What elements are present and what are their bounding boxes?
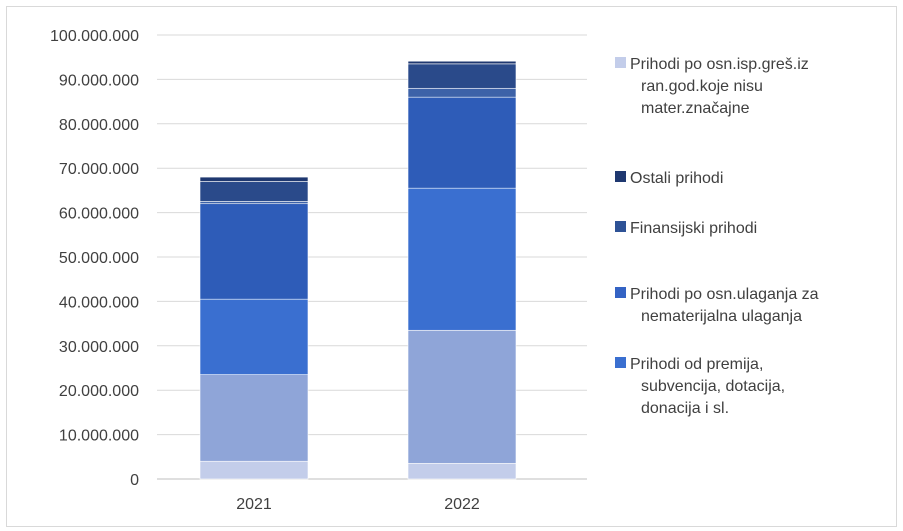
bar-segment-s_greske-2022 bbox=[407, 60, 517, 65]
legend-label: Prihodi po osn.isp.greš.iz bbox=[630, 56, 809, 73]
bar-segment-s_finansijski-2021 bbox=[199, 201, 309, 205]
stacked-bar-chart: 0 10.000.000 20.000.000 30.000.000 40.000.00… bbox=[50, 28, 819, 513]
bar-segment-s_finansijski-2022 bbox=[407, 87, 517, 98]
legend-label: donacija i sl. bbox=[641, 400, 729, 417]
bar-segment-s_ostali-2021 bbox=[199, 181, 309, 202]
y-tick-label: 50.000.000 bbox=[59, 250, 139, 267]
legend-swatch bbox=[615, 287, 626, 298]
bar-segment-s_premije-2022 bbox=[407, 187, 517, 331]
y-tick-label: 80.000.000 bbox=[59, 117, 139, 134]
legend-item-s_ostali: Ostali prihodi bbox=[615, 170, 723, 187]
legend-label: Ostali prihodi bbox=[630, 170, 723, 187]
legend-label: subvencija, dotacija, bbox=[641, 378, 785, 395]
legend-item-s_premije: Prihodi od premija, subvencija, dotacija,… bbox=[615, 356, 785, 417]
legend-swatch bbox=[615, 171, 626, 182]
legend-item-s_greske: Prihodi po osn.isp.greš.iz ran.god.koje n… bbox=[615, 56, 809, 117]
bars bbox=[199, 60, 517, 480]
y-tick-label: 10.000.000 bbox=[59, 428, 139, 445]
y-axis: 0 10.000.000 20.000.000 30.000.000 40.000.00… bbox=[50, 28, 139, 489]
x-axis: 2021 2022 bbox=[236, 496, 480, 513]
bar-segment-s_bottom-2021 bbox=[199, 460, 309, 480]
bar-segment-s_ulaganja-2022 bbox=[407, 96, 517, 189]
bar-segment-s_ostali-2022 bbox=[407, 63, 517, 89]
legend-label: ran.god.koje nisu bbox=[641, 78, 763, 95]
legend-item-s_finansijski: Finansijski prihodi bbox=[615, 220, 757, 237]
bar-segment-s_ulaganja-2021 bbox=[199, 203, 309, 300]
y-tick-label: 90.000.000 bbox=[59, 72, 139, 89]
x-tick-label: 2022 bbox=[444, 496, 480, 513]
legend-swatch bbox=[615, 221, 626, 232]
y-tick-label: 20.000.000 bbox=[59, 383, 139, 400]
y-tick-label: 0 bbox=[130, 472, 139, 489]
legend-label: Prihodi od premija, bbox=[630, 356, 763, 373]
y-tick-label: 100.000.000 bbox=[50, 28, 139, 45]
x-tick-label: 2021 bbox=[236, 496, 272, 513]
bar-segment-s_bottom-2022 bbox=[407, 463, 517, 480]
legend-label: nematerijalna ulaganja bbox=[641, 308, 802, 325]
bar-segment-s_premije-2021 bbox=[199, 298, 309, 375]
legend-swatch bbox=[615, 357, 626, 368]
chart-frame: 0 10.000.000 20.000.000 30.000.000 40.000.00… bbox=[6, 6, 897, 527]
legend-label: mater.značajne bbox=[641, 100, 750, 117]
legend-label: Prihodi po osn.ulaganja za bbox=[630, 286, 819, 303]
y-tick-label: 60.000.000 bbox=[59, 206, 139, 223]
y-tick-label: 40.000.000 bbox=[59, 294, 139, 311]
bar-segment-s_light-2021 bbox=[199, 374, 309, 462]
legend-swatch bbox=[615, 57, 626, 68]
legend-item-s_ulaganja: Prihodi po osn.ulaganja za nematerijalna … bbox=[615, 286, 819, 325]
y-tick-label: 30.000.000 bbox=[59, 339, 139, 356]
legend: Prihodi po osn.isp.greš.iz ran.god.koje n… bbox=[615, 56, 819, 417]
bar-segment-s_light-2022 bbox=[407, 329, 517, 464]
legend-label: Finansijski prihodi bbox=[630, 220, 757, 237]
y-tick-label: 70.000.000 bbox=[59, 161, 139, 178]
bar-segment-s_greske-2021 bbox=[199, 176, 309, 182]
